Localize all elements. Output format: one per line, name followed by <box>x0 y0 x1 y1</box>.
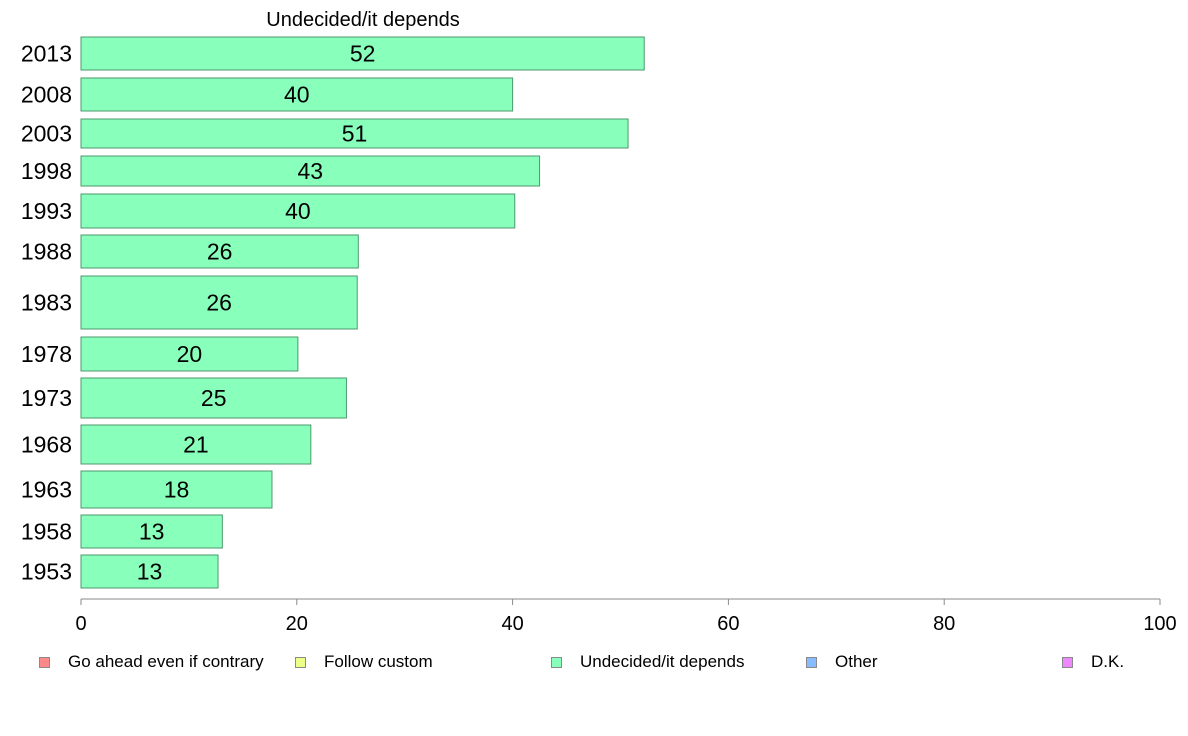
y-tick-label-2008: 2008 <box>21 82 72 108</box>
legend-item: D.K. <box>1062 652 1124 672</box>
legend-swatch <box>39 656 50 668</box>
legend-swatch <box>1062 656 1073 668</box>
bar-1958 <box>80 514 223 549</box>
bar-2008 <box>80 77 514 112</box>
chart-title: Undecided/it depends <box>266 9 459 31</box>
data-label-1953: 13 <box>137 559 163 585</box>
x-axis: 0 20 40 60 80 100 <box>75 598 1177 635</box>
y-tick-label-2003: 2003 <box>21 121 72 147</box>
y-tick-label-1983: 1983 <box>21 290 72 316</box>
bar-2003 <box>80 118 629 149</box>
legend-item: Follow custom <box>295 652 433 672</box>
data-label-1983: 26 <box>206 290 232 316</box>
data-label-1993: 40 <box>285 198 311 224</box>
data-label-1958: 13 <box>139 519 165 545</box>
legend-swatch <box>295 656 306 668</box>
data-label-1973: 25 <box>201 385 227 411</box>
data-label-2003: 51 <box>342 121 368 147</box>
data-label-1968: 21 <box>183 432 209 458</box>
bar-1963 <box>80 470 273 509</box>
legend-item: Other <box>806 652 878 672</box>
bar-1968 <box>80 424 312 465</box>
legend-label: Undecided/it depends <box>580 652 745 671</box>
legend-label: Other <box>835 652 878 671</box>
legend-item: Undecided/it depends <box>551 652 744 672</box>
y-tick-label-1958: 1958 <box>21 519 72 545</box>
legend-swatch <box>806 656 817 668</box>
data-label-2013: 52 <box>350 41 376 67</box>
x-tick-label-20: 20 <box>286 613 308 635</box>
legend-label: Follow custom <box>324 652 433 671</box>
y-tick-label-1973: 1973 <box>21 385 72 411</box>
y-tick-label-1998: 1998 <box>21 158 72 184</box>
legend: Go ahead even if contrary Follow custom Un… <box>0 652 1188 676</box>
bar-1978 <box>80 336 299 372</box>
y-tick-label-1963: 1963 <box>21 477 72 503</box>
legend-label: Go ahead even if contrary <box>68 652 264 671</box>
data-label-1963: 18 <box>164 477 190 503</box>
y-tick-label-1993: 1993 <box>21 198 72 224</box>
data-label-2008: 40 <box>284 82 310 108</box>
legend-swatch <box>551 656 562 668</box>
x-tick-label-0: 0 <box>75 613 86 635</box>
y-tick-label-1978: 1978 <box>21 341 72 367</box>
y-tick-label-2013: 2013 <box>21 41 72 67</box>
y-tick-label-1988: 1988 <box>21 239 72 265</box>
x-tick-label-80: 80 <box>933 613 955 635</box>
legend-item: Go ahead even if contrary <box>39 652 264 672</box>
y-tick-label-1968: 1968 <box>21 432 72 458</box>
bar-1953 <box>80 554 219 589</box>
data-label-1978: 20 <box>177 341 203 367</box>
x-tick-label-60: 60 <box>717 613 739 635</box>
x-tick-label-40: 40 <box>501 613 523 635</box>
legend-label: D.K. <box>1091 652 1125 671</box>
bar-1983 <box>80 275 358 330</box>
data-label-1998: 43 <box>297 158 323 184</box>
y-tick-label-1953: 1953 <box>21 559 72 585</box>
bar-2013 <box>80 36 645 71</box>
bar-1988 <box>80 234 359 269</box>
x-tick-label-100: 100 <box>1143 613 1176 635</box>
bar-1993 <box>80 193 516 229</box>
bar-1973 <box>80 377 347 419</box>
bar-1998 <box>80 155 541 187</box>
data-label-1988: 26 <box>207 239 233 265</box>
